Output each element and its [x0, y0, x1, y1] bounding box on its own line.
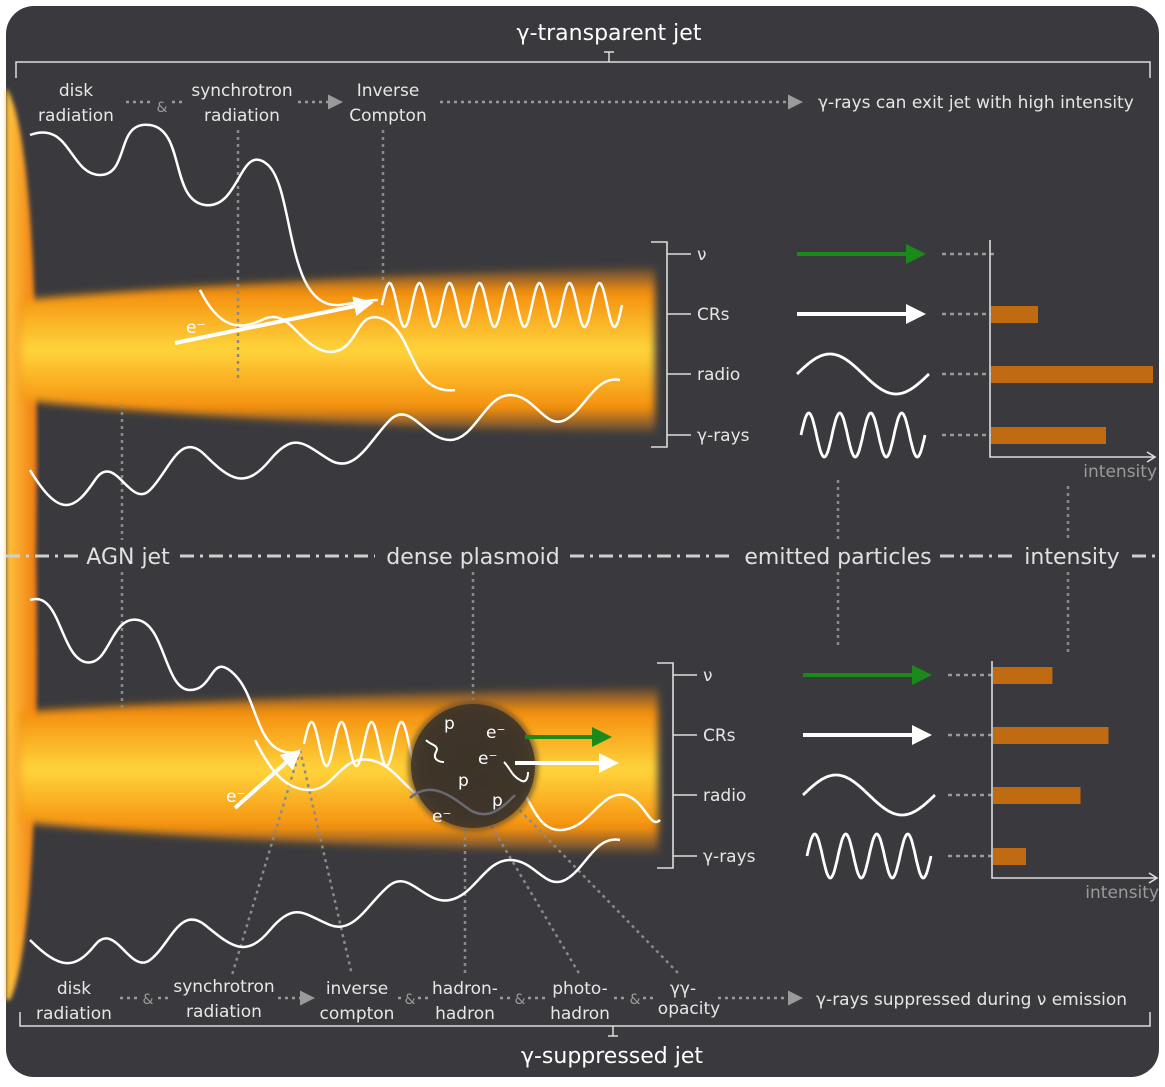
- bottom-particles-panel: ν CRs radio γ-rays intensity: [657, 661, 1159, 903]
- intensity-bar-1: [993, 727, 1109, 744]
- label-emitted-particles: emitted particles: [744, 545, 931, 570]
- plasmoid-p-2: p: [458, 771, 469, 791]
- intensity-axis-arrow: [1146, 451, 1157, 463]
- top-process-row: disk radiation synchrotron radiation Inv…: [38, 81, 1134, 126]
- bot-process-disk-1: disk: [57, 979, 91, 999]
- intensity-bar-2: [991, 366, 1153, 383]
- particle-label-1: CRs: [697, 305, 730, 325]
- intensity-bar-2: [993, 787, 1081, 804]
- top-electron-arrow: e⁻: [174, 296, 374, 345]
- bottom-electron-label: e⁻: [226, 787, 245, 807]
- top-amp-1: &: [157, 100, 168, 116]
- particles-bracket: [651, 241, 668, 448]
- intensity-bar-1: [991, 306, 1038, 323]
- bot-amp-4: &: [630, 992, 641, 1008]
- particle-label-0: ν: [697, 245, 707, 265]
- gamma-ray-wave: [799, 411, 927, 459]
- top-process-disk-1: disk: [59, 81, 93, 101]
- dense-plasmoid: p e⁻ e⁻ p p e⁻: [407, 700, 619, 832]
- bot-process-ic-2: compton: [320, 1004, 395, 1024]
- bottom-title: γ-suppressed jet: [521, 1044, 703, 1069]
- bottom-electron-arrow: e⁻: [226, 749, 301, 810]
- plasmoid-p-3: p: [492, 791, 503, 811]
- bottom-ic-gamma-wave: [302, 720, 426, 768]
- radio-wave: [802, 773, 936, 817]
- particle-label-2: radio: [697, 365, 740, 385]
- bot-process-hh-1: hadron-: [432, 979, 498, 999]
- bot-amp-2: &: [405, 992, 416, 1008]
- bottom-disk-photon-wave-lower: [29, 838, 621, 965]
- particle-label-0: ν: [703, 666, 713, 686]
- intensity-axis: [991, 661, 1157, 879]
- plasmoid-e-1: e⁻: [486, 723, 505, 743]
- top-ic-gamma-wave: [380, 281, 624, 329]
- bot-process-gg-2: opacity: [658, 999, 720, 1019]
- sync-photon-wave: [198, 289, 456, 392]
- top-process-sync-1: synchrotron: [191, 81, 292, 101]
- label-agn-jet: AGN jet: [86, 545, 170, 570]
- top-process-ic-1: Inverse: [357, 81, 420, 101]
- top-result: γ-rays can exit jet with high intensity: [818, 93, 1134, 113]
- intensity-bar-3: [991, 427, 1106, 444]
- particle-label-3: γ-rays: [703, 847, 756, 867]
- bot-amp-1: &: [143, 992, 154, 1008]
- plasmoid-p-1: p: [444, 714, 455, 734]
- label-intensity: intensity: [1024, 545, 1119, 570]
- intensity-bar-0: [993, 667, 1053, 684]
- plasmoid-e-3: e⁻: [432, 807, 451, 827]
- bottom-jet: [20, 688, 658, 852]
- particles-bracket: [657, 662, 674, 869]
- top-title: γ-transparent jet: [517, 21, 702, 46]
- bot-process-ph-1: photo-: [552, 979, 607, 999]
- top-particles-panel: ν CRs radio γ-rays intensity: [651, 240, 1157, 482]
- particle-label-3: γ-rays: [697, 426, 750, 446]
- bot-process-ic-1: inverse: [326, 979, 388, 999]
- top-process-disk-2: radiation: [38, 106, 114, 126]
- radio-wave: [796, 352, 930, 396]
- bottom-process-row: disk radiation synchrotron radiation inv…: [36, 977, 1127, 1024]
- top-process-ic-2: Compton: [349, 106, 426, 126]
- bot-process-gg-1: γγ-: [670, 979, 696, 999]
- top-electron-label: e⁻: [186, 318, 205, 338]
- intensity-axis: [989, 240, 1155, 458]
- disk-photon-wave-lower: [28, 378, 621, 507]
- bot-result: γ-rays suppressed during ν emission: [816, 990, 1127, 1010]
- particle-label-1: CRs: [703, 726, 736, 746]
- top-photon-waves: [28, 123, 621, 507]
- top-bracket: [15, 51, 1151, 78]
- label-dense-plasmoid: dense plasmoid: [386, 545, 559, 570]
- gamma-ray-wave: [805, 832, 933, 880]
- bottom-bracket: [19, 1012, 1151, 1037]
- particle-label-2: radio: [703, 786, 746, 806]
- intensity-bar-3: [993, 848, 1026, 865]
- intensity-axis-arrow: [1148, 872, 1159, 884]
- top-process-sync-2: radiation: [204, 106, 280, 126]
- intensity-axis-label: intensity: [1085, 883, 1159, 903]
- bot-process-hh-2: hadron: [435, 1004, 495, 1024]
- plasmoid-e-2: e⁻: [478, 749, 497, 769]
- bot-process-ph-2: hadron: [550, 1004, 610, 1024]
- bot-process-sync-1: synchrotron: [173, 977, 274, 997]
- disk-photon-wave: [29, 123, 379, 307]
- bot-amp-3: &: [515, 992, 526, 1008]
- bot-process-sync-2: radiation: [186, 1002, 262, 1022]
- bottom-disk-photon-wave: [29, 597, 301, 754]
- intensity-axis-label: intensity: [1083, 462, 1157, 482]
- bot-process-disk-2: radiation: [36, 1004, 112, 1024]
